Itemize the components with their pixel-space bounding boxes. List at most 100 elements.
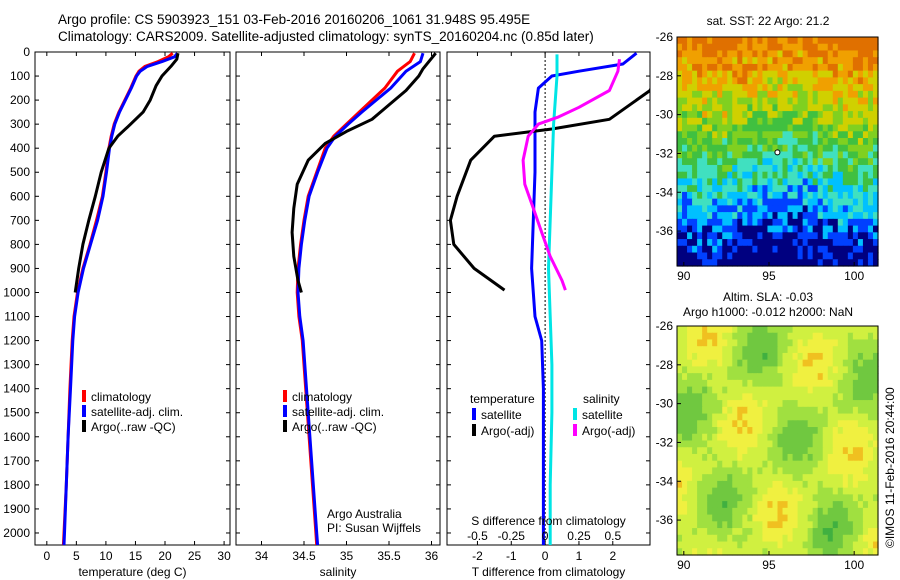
map-cell <box>697 212 703 220</box>
map-cell <box>777 97 784 105</box>
map-cell <box>687 252 693 260</box>
map-cell <box>687 225 693 233</box>
map-cell <box>707 90 713 99</box>
y-tick-label: 1900 <box>3 502 30 516</box>
map-cell <box>857 225 864 233</box>
map-cell <box>682 225 688 233</box>
map-cell <box>732 37 738 45</box>
map-cell <box>707 50 713 58</box>
map-cell <box>872 84 879 92</box>
map-cell <box>767 198 774 206</box>
map-cell <box>737 400 743 408</box>
map-cell <box>702 239 708 247</box>
map-cell <box>742 386 748 394</box>
map-cell <box>752 138 759 146</box>
map-cell <box>807 326 814 334</box>
map-cell <box>767 359 774 368</box>
map-cell <box>862 178 869 186</box>
map-cell <box>822 131 829 139</box>
map-cell <box>732 185 738 193</box>
map-cell <box>812 164 819 173</box>
map-cell <box>807 158 814 166</box>
map-cell <box>687 359 693 368</box>
map-cell <box>737 501 743 509</box>
map-cell <box>702 50 708 58</box>
map-cell <box>727 212 733 220</box>
map-cell <box>677 171 683 180</box>
map-cell <box>752 440 759 448</box>
map-cell <box>792 474 799 482</box>
map-cell <box>787 474 794 482</box>
map-cell <box>737 514 743 522</box>
map-cell <box>722 259 728 267</box>
map-cell <box>812 514 819 522</box>
map-cell <box>862 427 869 435</box>
map-cell <box>717 393 723 401</box>
map-cell <box>867 326 874 334</box>
map-cell <box>722 77 728 85</box>
map-cell <box>867 117 874 126</box>
map-cell <box>872 339 879 347</box>
map-cell <box>747 413 753 421</box>
map-cell <box>807 359 814 368</box>
map-cell <box>687 501 693 509</box>
map-cell <box>687 239 693 247</box>
map-cell <box>862 507 869 516</box>
sla-map-title1: Altim. SLA: -0.03 <box>723 290 813 304</box>
map-cell <box>712 400 718 408</box>
map-cell <box>682 117 688 126</box>
map-cell <box>747 379 753 388</box>
map-cell <box>807 171 814 180</box>
map-cell <box>817 57 824 65</box>
map-cell <box>747 212 753 220</box>
series-line-difference-1 <box>448 86 650 292</box>
map-cell <box>862 50 869 58</box>
map-cell <box>742 43 748 52</box>
map-cell <box>777 501 784 509</box>
map-cell <box>842 57 849 65</box>
map-cell <box>792 43 799 52</box>
map-cell <box>727 467 733 475</box>
map-cell <box>777 63 784 72</box>
map-y-tick-label: -26 <box>656 319 674 333</box>
map-cell <box>742 232 748 240</box>
map-cell <box>682 346 688 354</box>
map-cell <box>782 386 789 394</box>
x-tick-label: 10 <box>99 549 113 563</box>
map-cell <box>827 501 834 509</box>
map-cell <box>852 138 859 146</box>
map-cell <box>832 259 839 267</box>
map-cell <box>687 178 693 186</box>
map-cell <box>687 117 693 126</box>
map-cell <box>742 185 748 193</box>
map-cell <box>717 501 723 509</box>
map-cell <box>767 111 774 119</box>
map-cell <box>697 198 703 206</box>
map-cell <box>767 406 774 415</box>
map-cell <box>822 232 829 240</box>
map-cell <box>817 359 824 368</box>
map-cell <box>722 171 728 180</box>
map-cell <box>692 111 698 119</box>
map-cell <box>717 124 723 132</box>
map-cell <box>677 501 683 509</box>
secondary-tick-label: 0.25 <box>567 529 591 543</box>
map-cell <box>727 501 733 509</box>
map-cell <box>737 393 743 401</box>
map-cell <box>707 57 713 65</box>
map-cell <box>767 514 774 522</box>
map-cell <box>832 239 839 247</box>
x-tick-label: 35.5 <box>377 549 401 563</box>
map-cell <box>712 191 718 200</box>
map-cell <box>817 514 824 522</box>
map-cell <box>757 37 764 45</box>
map-cell <box>757 104 764 112</box>
map-cell <box>712 37 718 45</box>
map-cell <box>772 97 779 105</box>
map-cell <box>797 373 804 381</box>
map-cell <box>822 239 829 247</box>
map-cell <box>742 501 748 509</box>
map-cell <box>862 171 869 180</box>
map-cell <box>867 352 874 361</box>
map-cell <box>837 359 844 368</box>
